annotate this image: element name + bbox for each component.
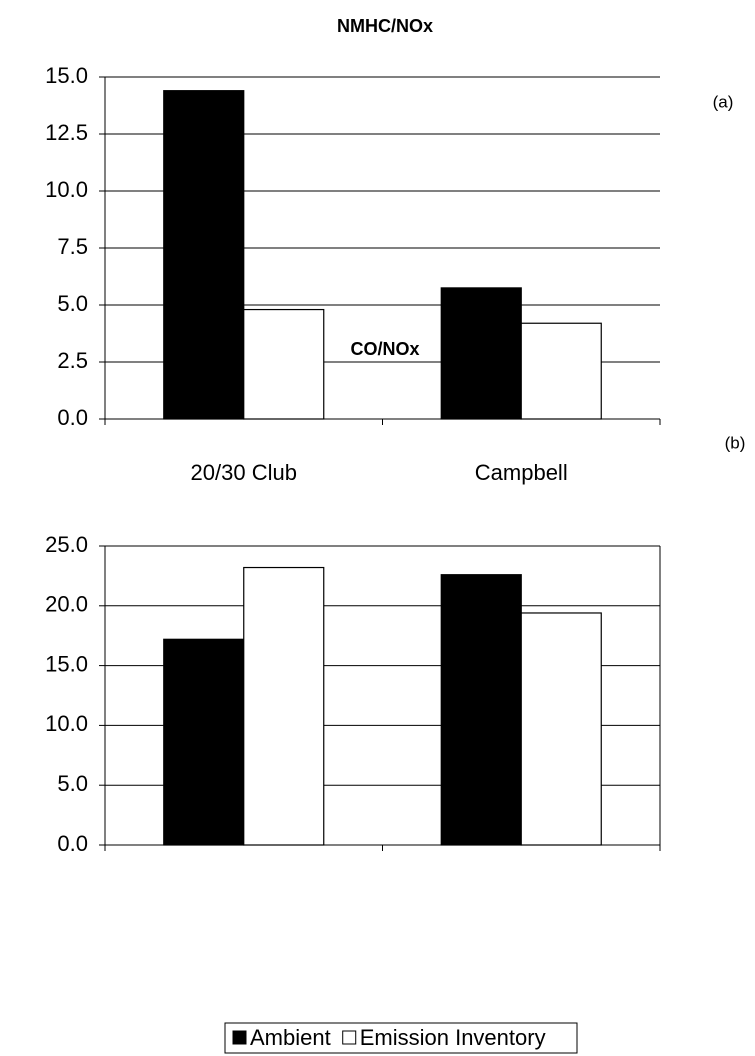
y-tick-label: 20.0: [45, 592, 88, 617]
y-tick-label: 7.5: [57, 234, 88, 259]
legend-swatch: [232, 1030, 247, 1045]
legend-box: [224, 1022, 578, 1054]
legend-label: Emission Inventory: [360, 1025, 546, 1050]
legend-label: Ambient: [250, 1025, 331, 1050]
legend-swatch: [342, 1030, 357, 1045]
y-tick-label: 25.0: [45, 532, 88, 557]
bar: [440, 287, 522, 420]
bar: [520, 322, 602, 420]
y-tick-label: 5.0: [57, 291, 88, 316]
y-tick-label: 0.0: [57, 405, 88, 430]
x-tick-label: Campbell: [475, 460, 568, 485]
panel-label: (a): [713, 92, 734, 111]
bar: [440, 574, 522, 846]
y-tick-label: 15.0: [45, 651, 88, 676]
bar: [163, 90, 245, 420]
y-tick-label: 5.0: [57, 771, 88, 796]
panel-label: (b): [725, 433, 746, 452]
bar: [163, 638, 245, 846]
bar: [243, 308, 325, 420]
x-tick-label: 20/30 Club: [191, 460, 297, 485]
y-tick-label: 10.0: [45, 711, 88, 736]
y-tick-label: 15.0: [45, 63, 88, 88]
chart-title: NMHC/NOx: [337, 16, 433, 36]
y-tick-label: 0.0: [57, 831, 88, 856]
bar: [520, 612, 602, 846]
y-tick-label: 2.5: [57, 348, 88, 373]
chart-title: CO/NOx: [350, 339, 419, 359]
y-tick-label: 12.5: [45, 120, 88, 145]
bar: [243, 566, 325, 846]
y-tick-label: 10.0: [45, 177, 88, 202]
